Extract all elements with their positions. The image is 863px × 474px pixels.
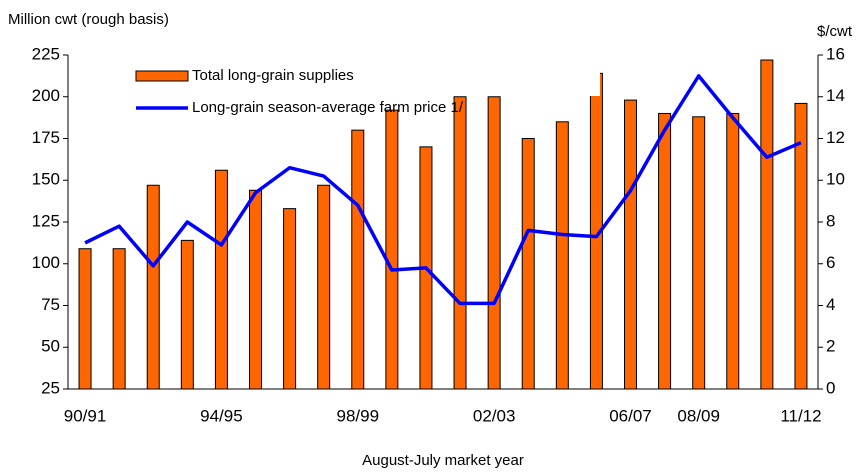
y2-tick-label: 2: [826, 337, 835, 356]
x-tick-label: 90/91: [64, 406, 107, 425]
legend-label: Long-grain season-average farm price 1/: [192, 99, 464, 116]
y-tick-label: 75: [41, 295, 60, 314]
y2-tick-label: 10: [826, 170, 845, 189]
x-tick-label: 94/95: [200, 406, 243, 425]
y2-tick-label: 6: [826, 253, 835, 272]
bar: [760, 59, 774, 390]
legend-label: Total long-grain supplies: [192, 67, 354, 84]
bar: [624, 99, 637, 390]
y2-tick-label: 4: [826, 295, 835, 314]
legend-box: [130, 62, 600, 96]
y-tick-label: 100: [32, 253, 60, 272]
x-tick-label: 08/09: [677, 406, 720, 425]
legend-swatch: [135, 70, 189, 82]
bar: [78, 248, 92, 390]
y-tick-label: 175: [32, 128, 60, 147]
x-tick-label: 98/99: [336, 406, 379, 425]
y-tick-label: 25: [41, 378, 60, 397]
bar: [385, 109, 399, 390]
y-tick-label: 150: [32, 170, 60, 189]
bar: [112, 248, 126, 390]
bar: [146, 184, 160, 390]
bar: [555, 121, 569, 390]
x-tick-label: 11/12: [780, 406, 821, 425]
bar: [317, 184, 331, 390]
y-axis-title: Million cwt (rough basis): [8, 11, 169, 28]
x-tick-label: 06/07: [609, 406, 652, 425]
bar: [692, 116, 706, 390]
y2-tick-label: 0: [826, 378, 835, 397]
bar: [214, 169, 228, 390]
y2-tick-label: 14: [826, 86, 845, 105]
bar: [351, 129, 365, 390]
y2-axis-title: $/cwt: [817, 23, 853, 40]
y2-tick-label: 8: [826, 211, 835, 230]
y-tick-label: 125: [32, 211, 60, 230]
bar: [453, 96, 467, 390]
bar: [487, 96, 501, 390]
y2-tick-label: 16: [826, 44, 845, 63]
bar: [658, 112, 672, 390]
y-tick-label: 200: [32, 86, 60, 105]
bar: [249, 189, 262, 390]
y2-tick-label: 12: [826, 128, 845, 147]
bar: [180, 239, 194, 390]
bar: [521, 138, 535, 390]
bar: [726, 112, 740, 390]
x-axis-title: August-July market year: [362, 452, 524, 469]
line: [84, 74, 802, 306]
y-tick-label: 50: [41, 337, 60, 356]
y-tick-label: 225: [32, 44, 60, 63]
x-tick-label: 02/03: [473, 406, 516, 425]
bar: [283, 208, 297, 390]
